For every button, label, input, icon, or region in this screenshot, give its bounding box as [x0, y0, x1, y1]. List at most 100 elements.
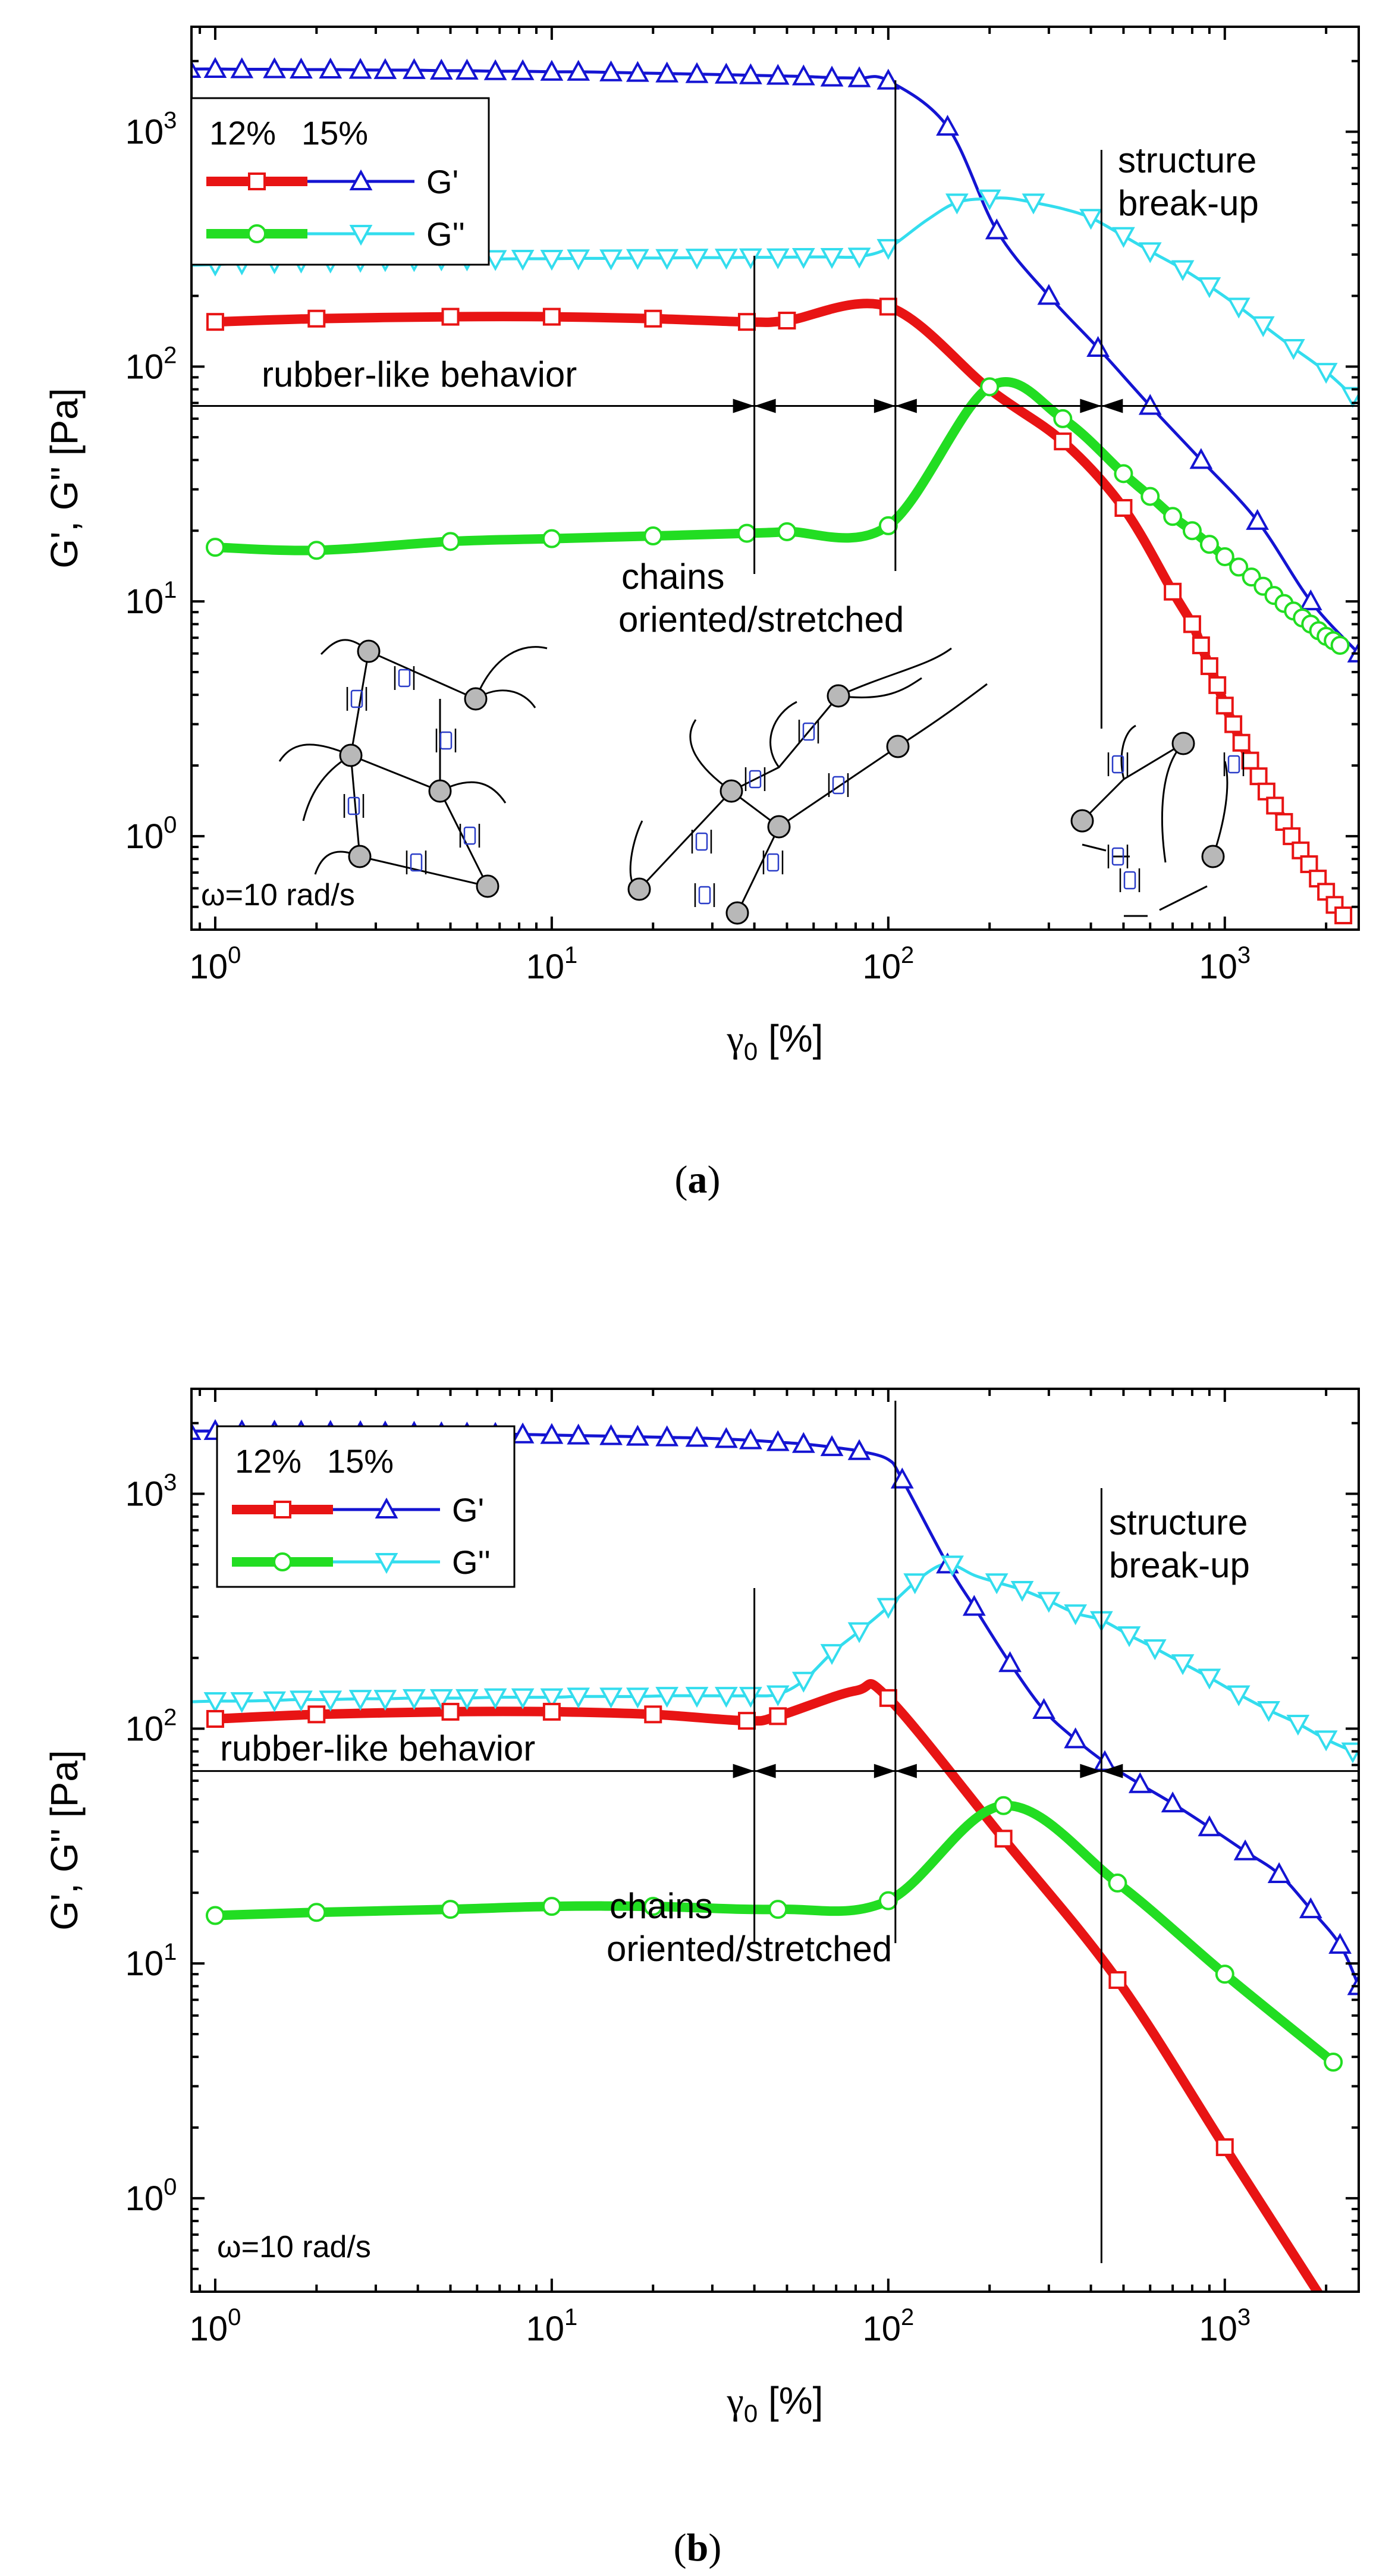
- data-point: [768, 1900, 788, 1919]
- data-point: [626, 1425, 649, 1446]
- data-point: [263, 57, 286, 79]
- data-point: [1275, 812, 1293, 831]
- data-point: [206, 313, 224, 331]
- legend-marker: [273, 1552, 292, 1571]
- y-axis: 100 101 102 103: [125, 59, 1359, 908]
- y-tick-label: 102: [125, 1704, 177, 1748]
- data-point: [441, 532, 460, 551]
- arrowhead: [874, 399, 896, 413]
- data-point: [791, 1671, 815, 1693]
- arrowhead: [1080, 1764, 1102, 1778]
- legend-marker: [375, 1497, 398, 1518]
- data-point: [483, 59, 507, 80]
- arrowhead: [895, 399, 917, 413]
- annotation-oriented-stretched: oriented/stretched: [618, 600, 904, 639]
- clip-icon: [350, 689, 363, 708]
- data-point: [1199, 535, 1219, 554]
- data-point: [483, 250, 507, 271]
- data-point: [511, 59, 535, 80]
- data-point: [903, 1573, 927, 1595]
- data-point: [626, 1687, 649, 1709]
- data-point: [1232, 733, 1251, 752]
- data-point: [1215, 1965, 1234, 1984]
- legend-label-gpp: G'': [426, 215, 465, 253]
- arrowhead: [733, 399, 755, 413]
- bracket-icon: [828, 773, 849, 797]
- data-point: [739, 1687, 762, 1708]
- data-point: [876, 239, 900, 261]
- clip-icon: [1123, 871, 1136, 890]
- crosslink-node: [476, 874, 499, 898]
- crosslink-node: [339, 743, 363, 767]
- data-point: [348, 1690, 372, 1711]
- data-point: [307, 309, 326, 328]
- data-point: [373, 1690, 397, 1711]
- data-point: [1112, 227, 1135, 248]
- x-tick-label: 102: [862, 2304, 914, 2348]
- panel-b-chart: 100 101 102 103 100 101 102 103 γ0 [%] G', G'' [P…: [43, 1388, 1360, 2427]
- clip-icon: [766, 853, 780, 872]
- data-point: [540, 59, 564, 81]
- y-axis-title: G', G'' [Pa]: [43, 1750, 86, 1930]
- legend-header-12: 12%: [209, 114, 276, 152]
- data-point: [714, 1427, 738, 1448]
- data-point: [290, 57, 313, 79]
- data-point: [1200, 657, 1218, 675]
- data-point: [1114, 464, 1133, 484]
- data-point: [820, 65, 844, 87]
- data-point: [1140, 487, 1160, 506]
- crosslink-node: [1070, 809, 1094, 833]
- data-point: [1283, 827, 1301, 845]
- data-point: [1215, 2138, 1234, 2157]
- data-point: [1215, 547, 1234, 566]
- data-point: [1114, 499, 1133, 517]
- data-point: [1299, 589, 1322, 611]
- clip-icon: [695, 832, 708, 851]
- data-point: [1286, 1714, 1310, 1736]
- y-axis-title: G', G'' [Pa]: [43, 388, 86, 568]
- data-point: [847, 247, 871, 269]
- data-point: [737, 523, 757, 543]
- series-line: [210, 1800, 1339, 2067]
- data-point: [191, 1422, 202, 1441]
- clip-icon: [832, 776, 845, 795]
- data-point: [1053, 409, 1073, 428]
- data-point: [985, 1573, 1008, 1595]
- bracket-icon: [1223, 752, 1245, 776]
- annotation-oriented-stretched: oriented/stretched: [607, 1929, 892, 1969]
- data-point: [1143, 1639, 1167, 1661]
- clip-icon: [439, 731, 453, 750]
- legend-header-15: 15%: [327, 1442, 394, 1480]
- x-tick-label: 101: [526, 2304, 578, 2348]
- data-point: [655, 1425, 679, 1447]
- data-point: [205, 538, 225, 557]
- data-point: [878, 1891, 898, 1910]
- data-point: [1215, 696, 1234, 715]
- chain-line: [1081, 724, 1229, 917]
- bracket-icon: [1107, 752, 1129, 776]
- data-point: [1192, 636, 1210, 654]
- annotation-break-up: break-up: [1118, 183, 1259, 223]
- data-point: [1161, 1791, 1185, 1813]
- legend: 12% 15% G' G'': [190, 97, 490, 266]
- data-point: [307, 541, 326, 560]
- data-point: [1108, 1873, 1127, 1893]
- data-point: [1328, 1932, 1352, 1954]
- data-point: [945, 193, 969, 215]
- clip-icon: [1111, 847, 1124, 866]
- data-point: [766, 1430, 790, 1451]
- data-point: [739, 248, 762, 269]
- data-point: [714, 62, 738, 84]
- data-point: [542, 308, 561, 326]
- data-point: [567, 59, 590, 81]
- data-point: [878, 516, 898, 535]
- data-point: [820, 1435, 844, 1457]
- data-point: [766, 64, 790, 85]
- x-tick-label: 103: [1199, 942, 1251, 986]
- data-point: [511, 1688, 535, 1709]
- data-point: [1334, 906, 1353, 925]
- data-point: [1330, 635, 1350, 655]
- x-axis-title: γ0 [%]: [727, 1017, 824, 1065]
- data-point: [739, 1428, 762, 1449]
- data-point: [791, 1432, 815, 1453]
